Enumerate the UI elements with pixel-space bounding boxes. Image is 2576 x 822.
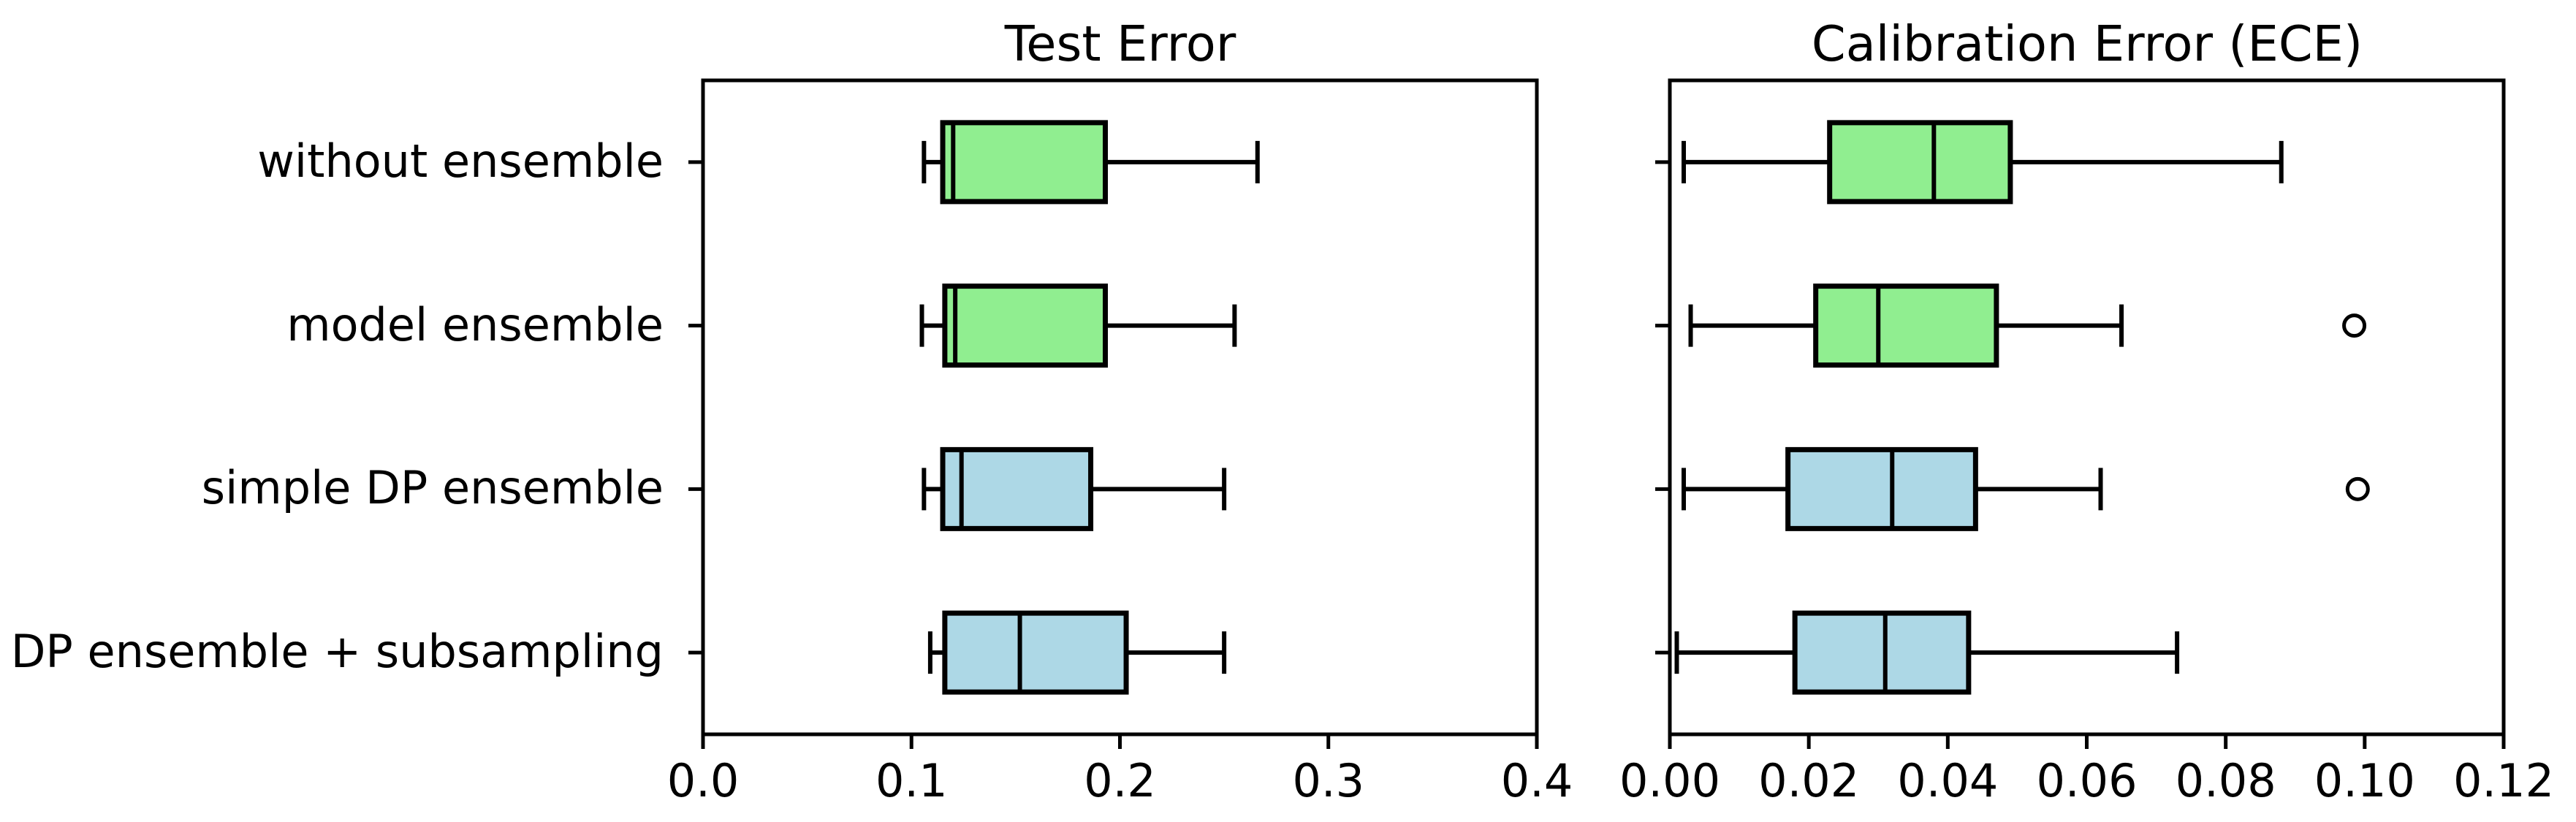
- outlier-point: [2342, 313, 2367, 338]
- box: [940, 120, 1109, 205]
- x-tick-label: 0.04: [1897, 754, 1999, 807]
- x-tick-label: 0.1: [875, 754, 948, 807]
- left-chart-title: Test Error: [1004, 15, 1236, 72]
- outlier-point: [2345, 476, 2370, 501]
- category-label: without ensemble: [257, 134, 664, 188]
- x-tick-label: 0.08: [2175, 754, 2276, 807]
- x-tick-label: 0.4: [1500, 754, 1573, 807]
- x-tick-label: 0.10: [2314, 754, 2415, 807]
- x-tick-label: 0.0: [666, 754, 740, 807]
- right-chart-title: Calibration Error (ECE): [1811, 15, 2363, 72]
- box: [942, 610, 1129, 695]
- x-tick-label: 0.00: [1619, 754, 1721, 807]
- category-label: simple DP ensemble: [201, 461, 664, 515]
- category-label: model ensemble: [286, 297, 664, 351]
- box: [1827, 120, 2013, 205]
- box: [1785, 446, 1978, 531]
- box: [1813, 283, 1999, 368]
- x-tick-label: 0.02: [1758, 754, 1860, 807]
- box: [940, 446, 1094, 531]
- x-tick-label: 0.06: [2036, 754, 2138, 807]
- x-tick-label: 0.3: [1292, 754, 1365, 807]
- x-tick-label: 0.12: [2452, 754, 2555, 807]
- x-tick-label: 0.2: [1084, 754, 1156, 807]
- category-label: DP ensemble + subsampling: [10, 625, 664, 679]
- box: [942, 283, 1109, 368]
- box: [1792, 610, 1972, 695]
